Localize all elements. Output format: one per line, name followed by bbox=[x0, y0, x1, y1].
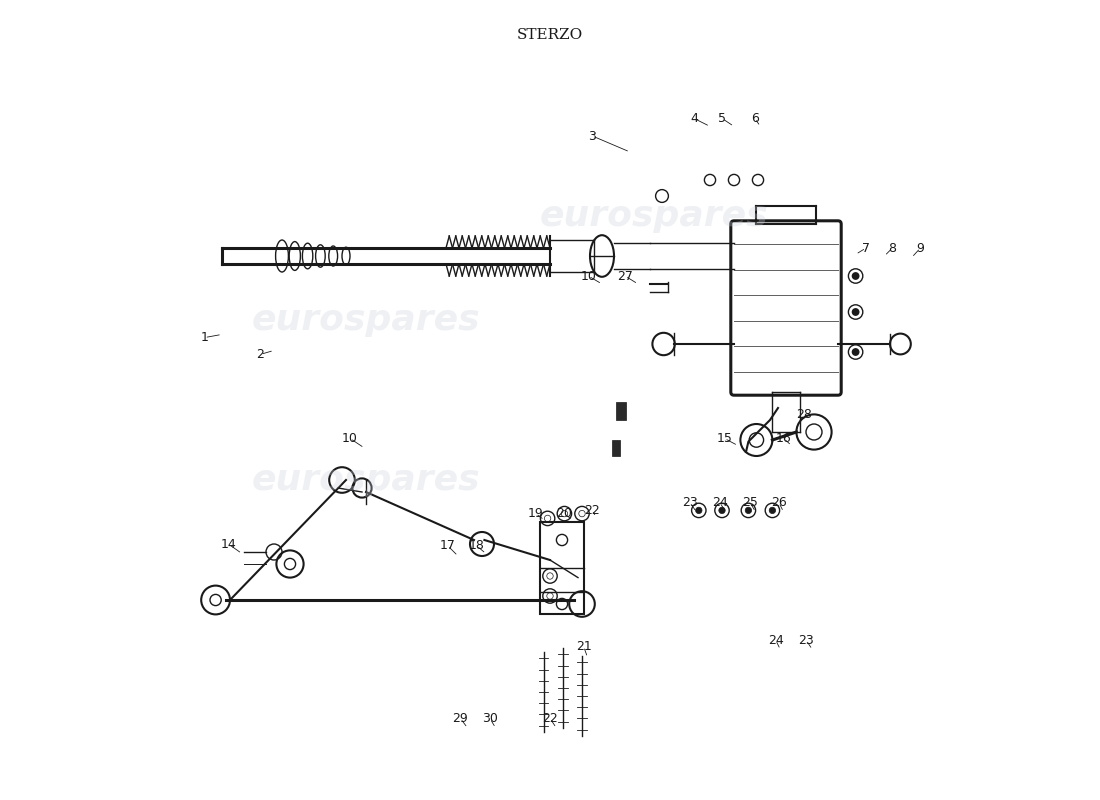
Text: 22: 22 bbox=[542, 712, 558, 725]
Text: 22: 22 bbox=[584, 504, 600, 517]
Circle shape bbox=[852, 273, 859, 279]
Text: 2: 2 bbox=[256, 348, 264, 361]
Text: eurospares: eurospares bbox=[252, 463, 481, 497]
Text: 24: 24 bbox=[768, 634, 783, 646]
Text: 18: 18 bbox=[469, 539, 484, 552]
Circle shape bbox=[718, 507, 725, 514]
Bar bbox=[540, 522, 584, 614]
Text: 14: 14 bbox=[220, 538, 236, 550]
Circle shape bbox=[769, 507, 776, 514]
Text: 23: 23 bbox=[799, 634, 814, 646]
Circle shape bbox=[852, 349, 859, 355]
Text: 8: 8 bbox=[889, 242, 896, 254]
Text: 1: 1 bbox=[200, 331, 208, 344]
Text: 24: 24 bbox=[712, 496, 727, 509]
Text: 20: 20 bbox=[557, 507, 572, 520]
Text: 17: 17 bbox=[440, 539, 455, 552]
Text: 10: 10 bbox=[581, 270, 596, 282]
Text: 7: 7 bbox=[862, 242, 870, 254]
Bar bbox=[616, 402, 626, 420]
Text: 19: 19 bbox=[528, 507, 543, 520]
Circle shape bbox=[852, 309, 859, 315]
Text: 21: 21 bbox=[575, 640, 592, 653]
Text: 16: 16 bbox=[776, 432, 792, 445]
Text: 6: 6 bbox=[751, 112, 759, 125]
Text: 25: 25 bbox=[742, 496, 758, 509]
Circle shape bbox=[695, 507, 702, 514]
Text: 29: 29 bbox=[452, 712, 469, 725]
Text: 5: 5 bbox=[718, 112, 726, 125]
Text: 3: 3 bbox=[588, 130, 596, 142]
Text: 28: 28 bbox=[796, 408, 812, 421]
Text: 15: 15 bbox=[716, 432, 733, 445]
Text: 9: 9 bbox=[916, 242, 924, 254]
Text: 26: 26 bbox=[771, 496, 786, 509]
Text: STERZO: STERZO bbox=[517, 28, 583, 42]
Text: 30: 30 bbox=[482, 712, 498, 725]
Text: eurospares: eurospares bbox=[540, 199, 768, 233]
Text: 4: 4 bbox=[690, 112, 697, 125]
Bar bbox=[613, 440, 620, 456]
Circle shape bbox=[745, 507, 751, 514]
Text: 10: 10 bbox=[342, 432, 358, 445]
Text: 27: 27 bbox=[617, 270, 634, 282]
Text: 23: 23 bbox=[682, 496, 697, 509]
Text: eurospares: eurospares bbox=[252, 303, 481, 337]
